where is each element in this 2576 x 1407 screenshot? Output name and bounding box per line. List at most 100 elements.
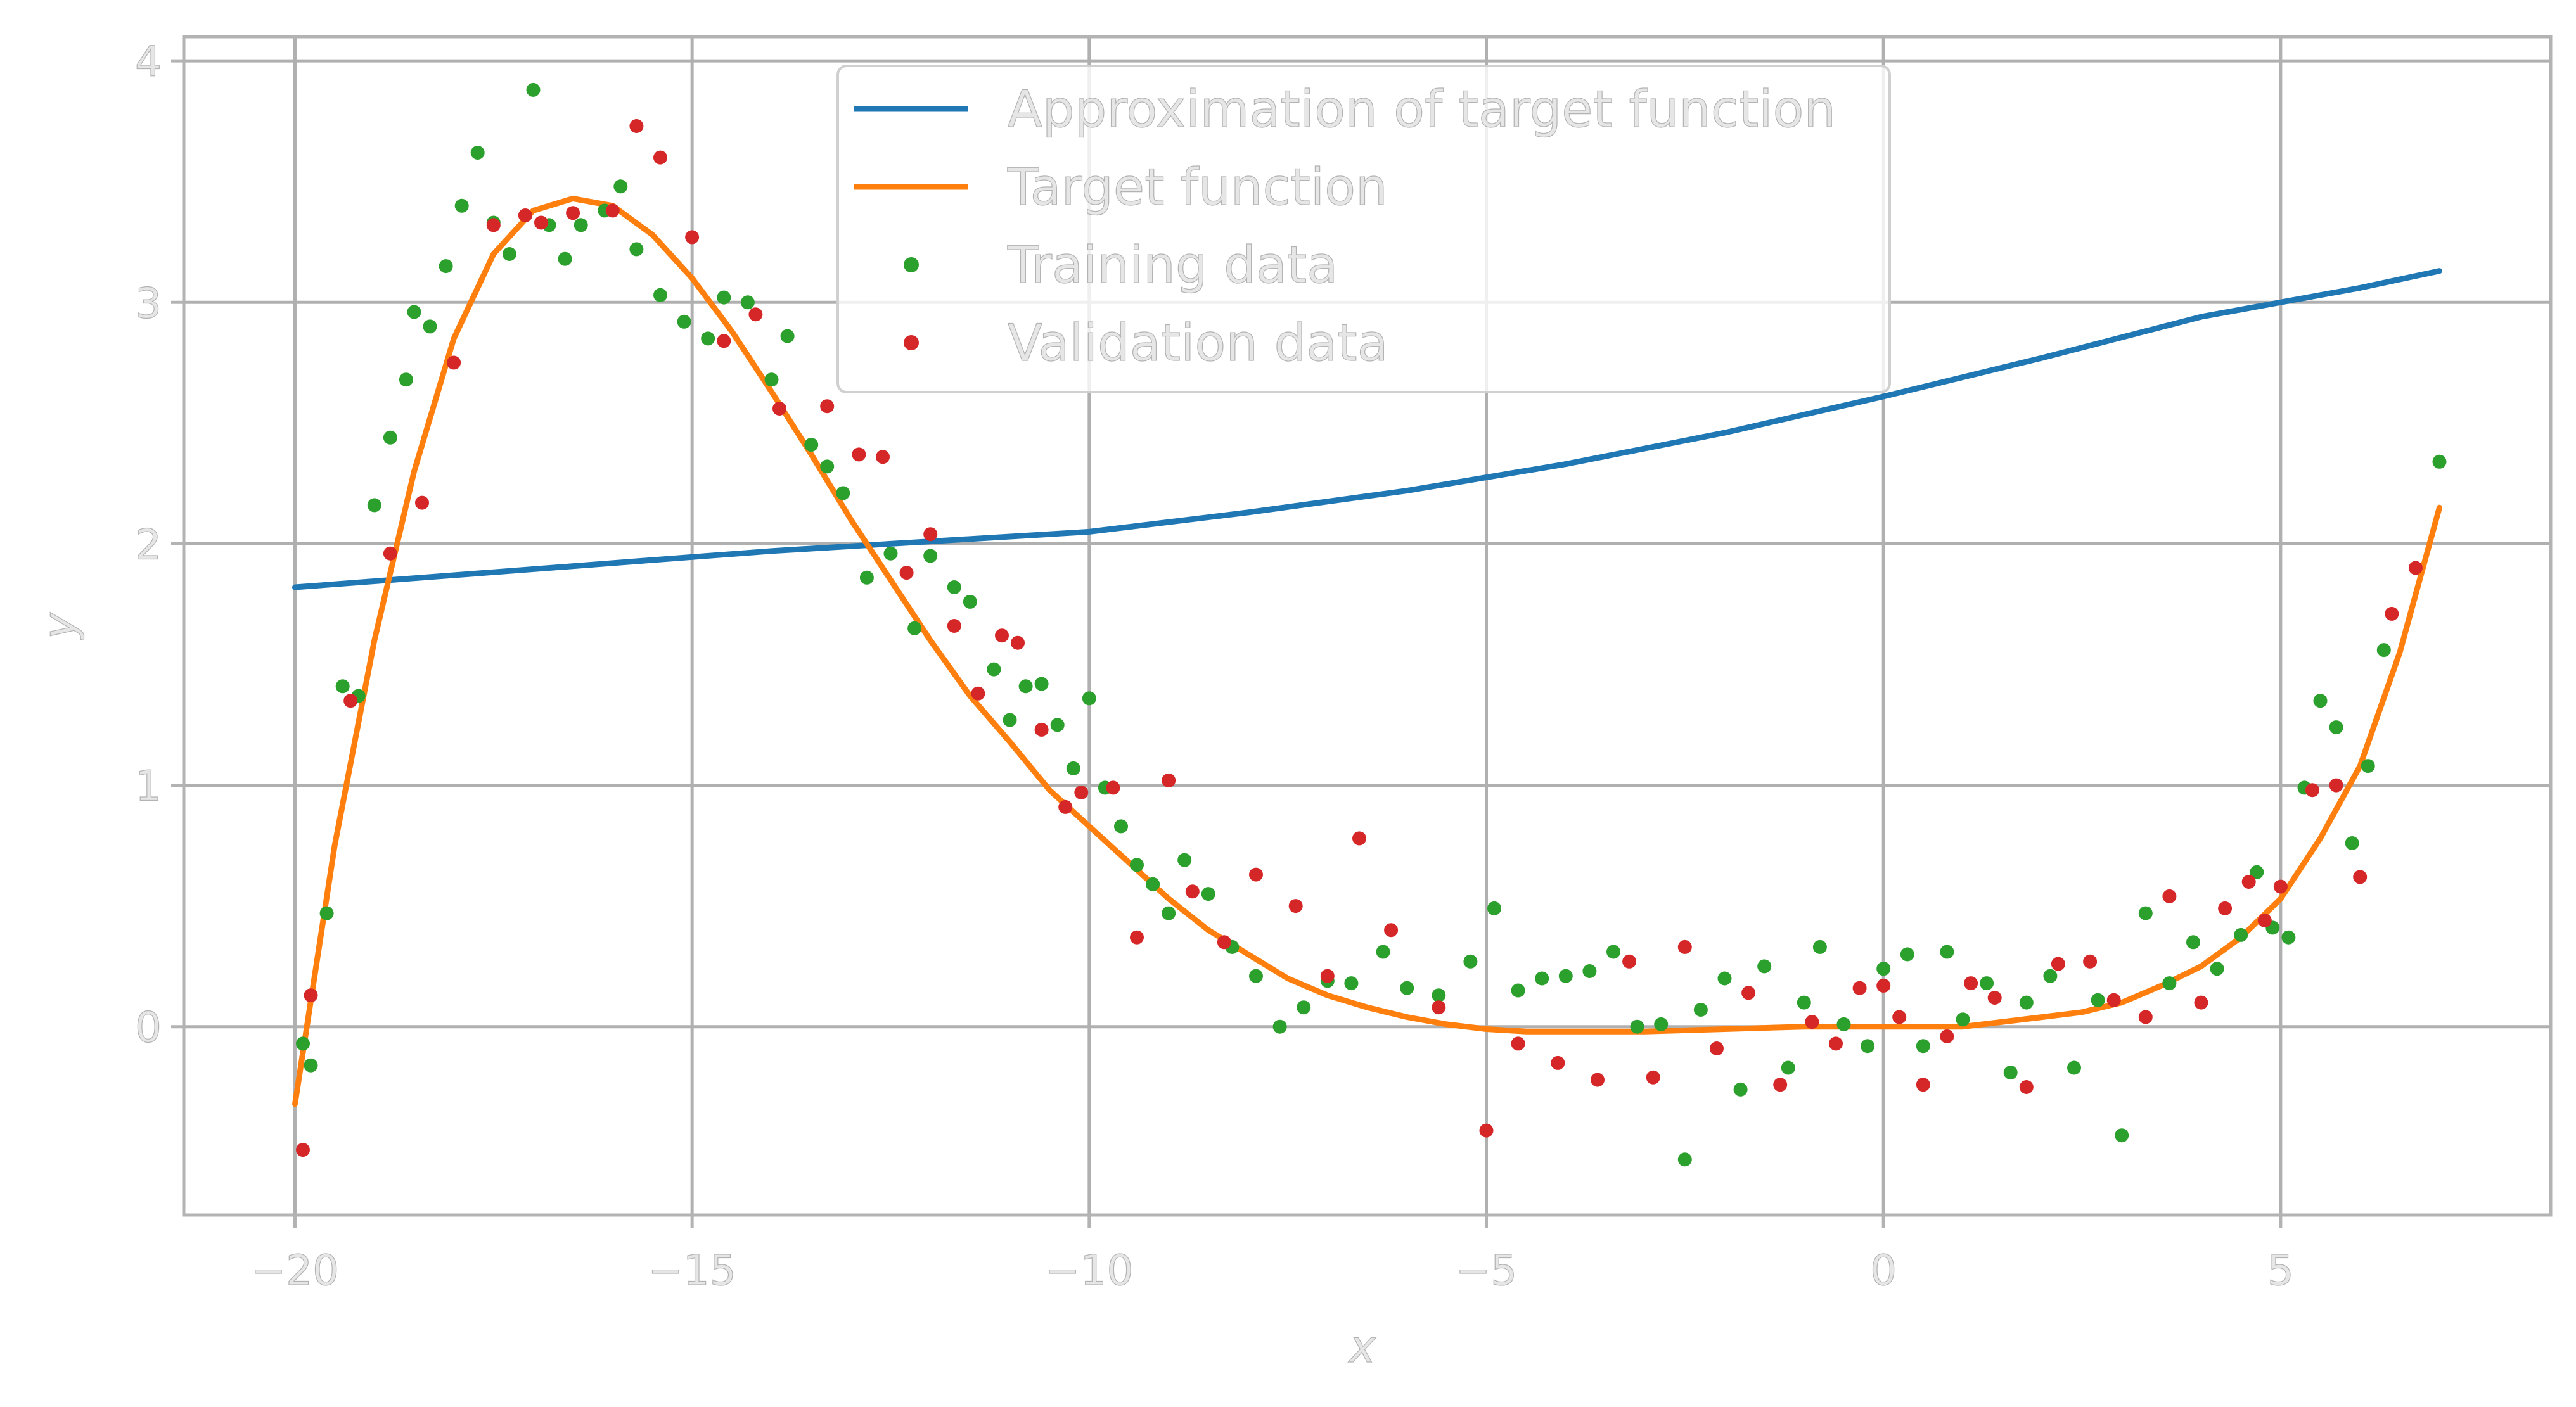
training-point	[2043, 969, 2058, 983]
training-point	[1034, 677, 1049, 691]
validation-point	[383, 546, 397, 561]
validation-point	[1074, 786, 1089, 799]
validation-point	[486, 218, 501, 232]
training-point	[1781, 1060, 1795, 1075]
training-point	[1201, 887, 1215, 901]
y-axis-label: y	[34, 612, 86, 640]
training-point	[1876, 962, 1891, 976]
training-point	[1606, 945, 1620, 959]
training-point	[1003, 713, 1017, 727]
training-point	[1432, 988, 1446, 1003]
validation-point	[820, 399, 835, 414]
training-point	[923, 549, 938, 563]
legend: Approximation of target function Target f…	[836, 65, 1891, 393]
validation-point	[1710, 1041, 1724, 1055]
validation-point	[2051, 957, 2065, 971]
training-point	[502, 247, 516, 261]
training-point	[677, 314, 691, 329]
validation-point	[518, 208, 532, 222]
validation-point	[772, 402, 786, 416]
validation-point	[2106, 993, 2121, 1007]
training-point	[1272, 1019, 1287, 1034]
training-point	[2115, 1128, 2129, 1143]
axis-ticks: −20 −15 −10 −5 0 5 0 1 2 3 4	[134, 37, 2294, 1296]
validation-point	[1288, 899, 1303, 914]
validation-point	[717, 334, 731, 348]
validation-legend-marker	[904, 335, 919, 350]
training-point	[1344, 976, 1359, 991]
training-point	[1162, 906, 1176, 920]
approximation-line	[292, 268, 2442, 590]
training-point	[1535, 971, 1549, 986]
validation-point	[1162, 773, 1176, 787]
training-point	[2281, 930, 2296, 945]
validation-point	[876, 450, 890, 464]
training-point	[717, 290, 731, 305]
training-point	[1717, 971, 1732, 986]
training-point	[2329, 720, 2343, 735]
validation-point	[534, 215, 548, 230]
validation-point	[1916, 1078, 1930, 1092]
training-point	[1757, 959, 1772, 974]
training-point	[454, 198, 469, 213]
validation-point	[1964, 976, 1978, 991]
training-point	[1249, 969, 1263, 983]
validation-legend-label: Validation data	[1008, 314, 1388, 372]
validation-point	[1892, 1010, 1907, 1024]
x-tick-label: −10	[1045, 1246, 1133, 1295]
training-point	[1812, 939, 1827, 954]
y-tick-label: 4	[135, 37, 162, 86]
validation-point	[1249, 867, 1263, 882]
training-point	[1050, 718, 1065, 732]
training-point	[2234, 927, 2248, 942]
validation-point	[1646, 1070, 1660, 1085]
training-point	[1146, 877, 1160, 891]
validation-point	[1058, 799, 1073, 814]
validation-point	[995, 628, 1009, 643]
x-tick-label: 0	[1870, 1246, 1897, 1295]
validation-point	[2083, 954, 2098, 969]
training-point	[1177, 853, 1192, 867]
training-legend-marker	[904, 257, 919, 272]
training-point	[1018, 679, 1033, 694]
training-point	[836, 486, 850, 500]
training-point	[1400, 981, 1414, 995]
training-point	[407, 305, 421, 319]
training-point	[2313, 694, 2328, 708]
training-point	[2019, 995, 2034, 1010]
validation-point	[1551, 1055, 1565, 1070]
validation-point	[923, 527, 938, 542]
training-point	[1836, 1017, 1851, 1031]
validation-point	[1511, 1036, 1525, 1051]
validation-point	[2257, 914, 2272, 927]
validation-point	[304, 988, 318, 1003]
training-point	[613, 179, 628, 194]
training-point	[1582, 964, 1597, 978]
validation-point	[899, 566, 914, 580]
training-point	[947, 580, 961, 594]
validation-point	[2273, 879, 2288, 894]
training-point	[987, 662, 1001, 677]
validation-point	[1185, 884, 1200, 899]
validation-point	[947, 619, 961, 633]
training-point	[1297, 1000, 1311, 1015]
training-point	[2361, 759, 2375, 774]
validation-point	[2194, 995, 2208, 1010]
validation-point	[1432, 1000, 1446, 1015]
validation-point	[1384, 923, 1399, 938]
validation-point	[2019, 1080, 2034, 1094]
validation-point	[1352, 831, 1366, 846]
validation-point	[1940, 1029, 1954, 1043]
training-point	[1558, 969, 1573, 983]
training-point	[2162, 976, 2177, 991]
training-point	[399, 372, 413, 387]
training-point	[470, 146, 485, 160]
training-point	[558, 251, 572, 266]
validation-point	[2218, 901, 2233, 915]
training-point	[383, 430, 397, 445]
y-tick-label: 0	[135, 1003, 162, 1052]
training-point	[1900, 947, 1914, 962]
training-point	[1677, 1152, 1692, 1167]
legend-box	[836, 65, 1891, 393]
training-point	[1956, 1012, 1970, 1027]
